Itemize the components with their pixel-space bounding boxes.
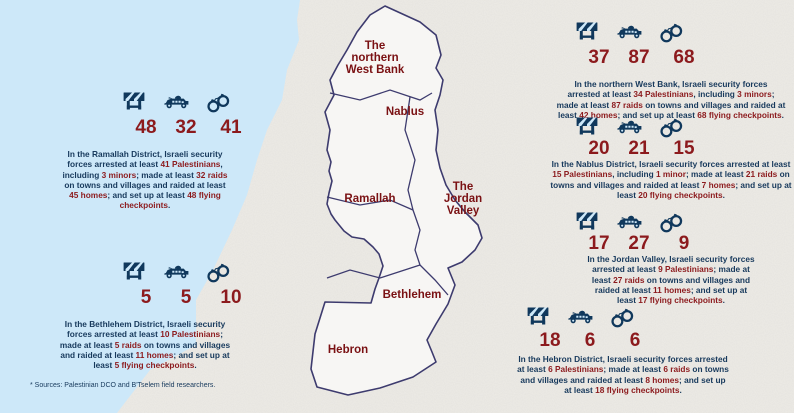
svg-text:The: The: [365, 40, 385, 52]
svg-text:Valley: Valley: [447, 205, 480, 217]
svg-text:Hebron: Hebron: [328, 344, 368, 356]
svg-text:Ramallah: Ramallah: [344, 193, 395, 205]
svg-text:northern: northern: [351, 52, 398, 64]
svg-text:Bethlehem: Bethlehem: [383, 289, 442, 301]
svg-text:Nablus: Nablus: [386, 106, 424, 118]
svg-text:The: The: [453, 181, 473, 193]
svg-text:Jordan: Jordan: [444, 193, 482, 205]
svg-text:West Bank: West Bank: [346, 64, 405, 76]
